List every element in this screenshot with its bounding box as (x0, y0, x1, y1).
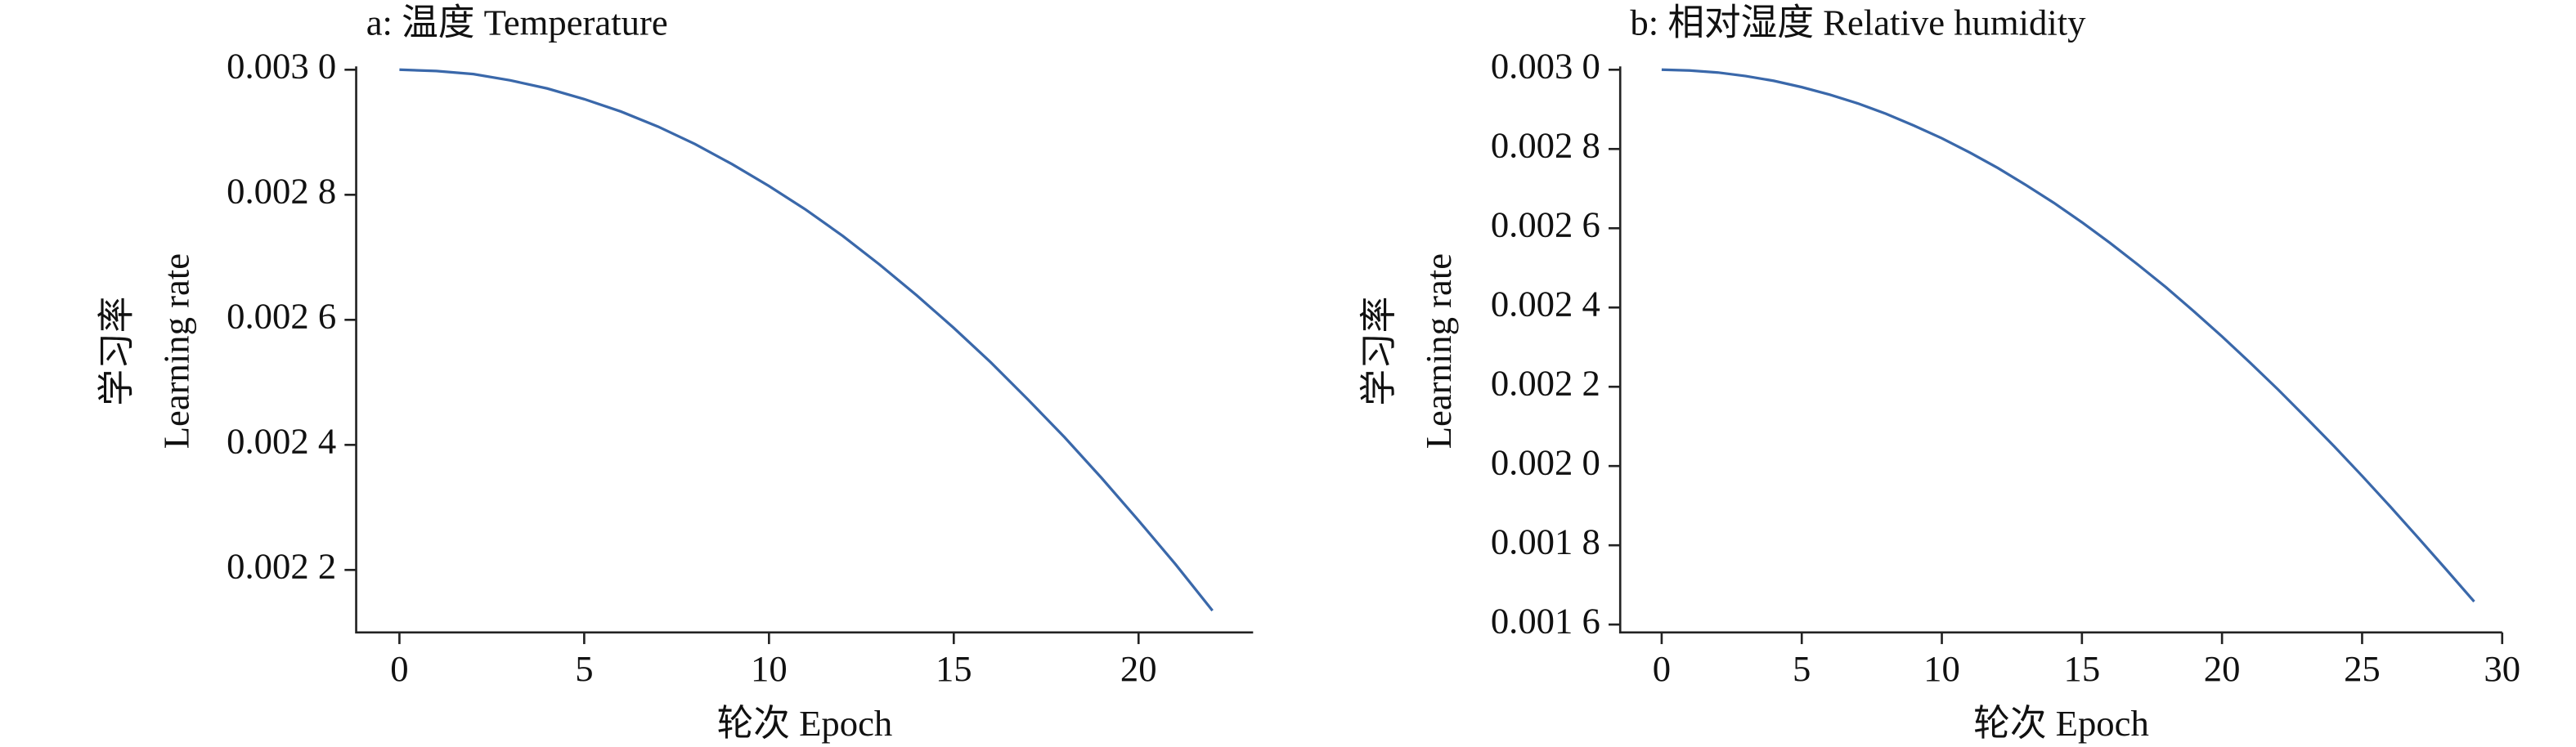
y-tick-label: 0.002 4 (1491, 283, 1600, 324)
x-tick-label: 30 (2484, 648, 2520, 689)
y-tick-label: 0.002 2 (1491, 362, 1600, 403)
x-tick-label: 15 (936, 648, 972, 689)
x-axis-label: 轮次 Epoch (717, 703, 893, 744)
y-tick-label: 0.003 0 (1491, 46, 1600, 87)
y-tick-label: 0.002 2 (227, 546, 336, 587)
y-tick-label: 0.002 6 (227, 296, 336, 337)
y-axis-label: Learning rate (1418, 253, 1459, 449)
y-tick-label: 0.002 8 (1491, 125, 1600, 166)
x-tick-label: 10 (1923, 648, 1960, 689)
y-axis-label: Learning rate (155, 253, 196, 449)
y-tick-label: 0.002 8 (227, 171, 336, 212)
axis-spines (355, 66, 1254, 634)
x-tick-label: 20 (1120, 648, 1157, 689)
x-tick-label: 5 (1793, 648, 1811, 689)
line-series (399, 68, 1214, 612)
chart-title: b: 相对湿度 Relative humidity (1630, 2, 2086, 43)
y-axis-label: 学习率 (1358, 297, 1399, 406)
y-tick-label: 0.002 4 (227, 421, 336, 462)
chart-title: a: 温度 Temperature (366, 2, 668, 43)
y-tick-label: 0.002 0 (1491, 441, 1600, 482)
x-tick-label: 20 (2204, 648, 2241, 689)
x-tick-label: 25 (2344, 648, 2381, 689)
x-tick-label: 5 (575, 648, 593, 689)
y-tick-label: 0.002 6 (1491, 204, 1600, 245)
x-tick-label: 0 (390, 648, 408, 689)
x-tick-label: 15 (2063, 648, 2100, 689)
x-tick-label: 10 (751, 648, 788, 689)
y-axis-label: 学习率 (96, 297, 137, 406)
axis-spines (1618, 66, 2502, 634)
y-tick-label: 0.003 0 (227, 46, 336, 87)
y-tick-label: 0.001 6 (1491, 600, 1600, 641)
y-tick-label: 0.001 8 (1491, 521, 1600, 561)
x-tick-label: 0 (1653, 648, 1671, 689)
line-series (1661, 68, 2475, 603)
x-axis-label: 轮次 Epoch (1973, 703, 2149, 744)
